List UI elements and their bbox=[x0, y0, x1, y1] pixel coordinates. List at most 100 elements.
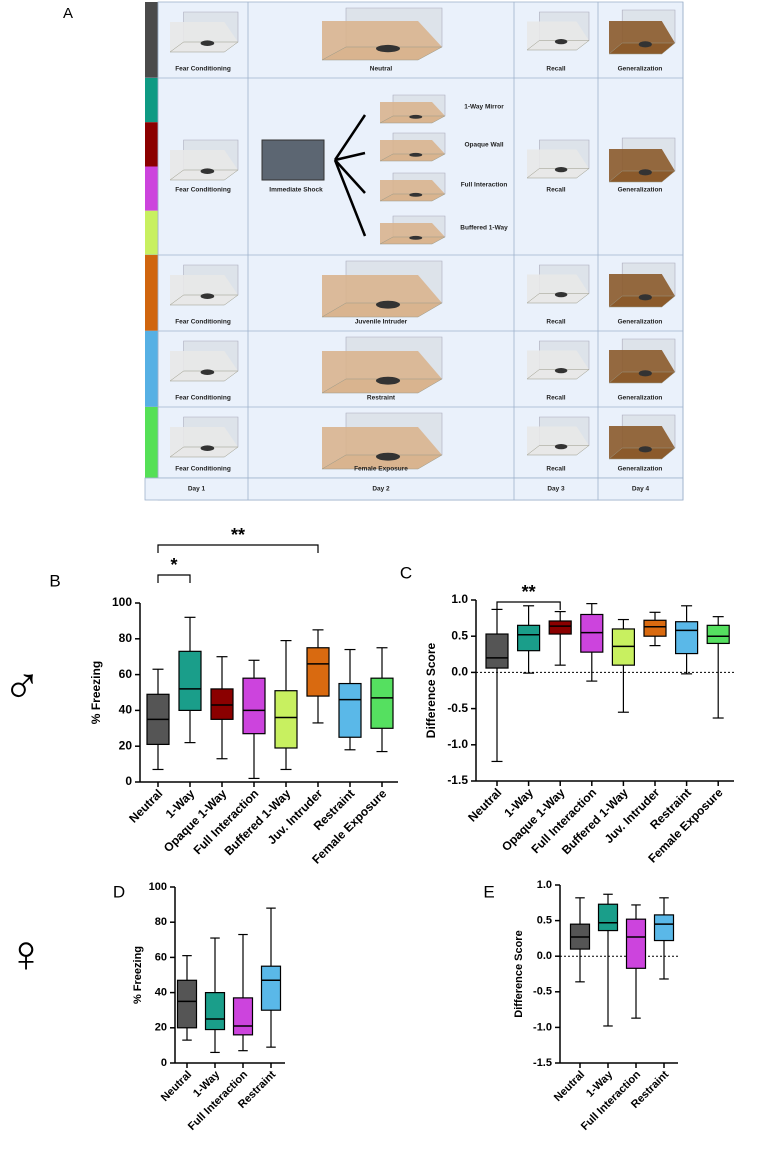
cell-label: Recall bbox=[546, 187, 565, 194]
significance-bracket bbox=[496, 601, 561, 610]
cell-label: Generalization bbox=[618, 187, 663, 194]
y-tick-label: 0.5 bbox=[537, 915, 552, 927]
day-label: Day 1 bbox=[188, 486, 206, 493]
box bbox=[597, 903, 619, 932]
cage-floor-front bbox=[608, 447, 676, 460]
mouse bbox=[554, 367, 568, 374]
cage-floor-front bbox=[169, 41, 239, 53]
mouse bbox=[200, 445, 215, 452]
cell-label: Generalization bbox=[618, 319, 663, 326]
condition-color bbox=[145, 407, 158, 478]
mouse bbox=[638, 446, 652, 453]
y-tick-label: 20 bbox=[155, 1022, 167, 1034]
day-footer bbox=[144, 477, 684, 501]
y-tick-label: 20 bbox=[119, 738, 133, 752]
arrow bbox=[333, 114, 367, 161]
cage-floor-front bbox=[526, 40, 590, 51]
cage-floor-front bbox=[526, 445, 590, 456]
y-tick-label: 100 bbox=[149, 881, 167, 893]
significance-label: ** bbox=[231, 525, 245, 545]
significance-label: * bbox=[170, 555, 177, 575]
y-tick-label: 40 bbox=[155, 987, 167, 999]
box bbox=[643, 619, 667, 637]
cell-label: Restraint bbox=[367, 395, 396, 402]
x-tick-label: Neutral bbox=[465, 785, 504, 824]
mouse bbox=[554, 38, 568, 45]
mouse bbox=[376, 376, 400, 385]
mouse bbox=[409, 152, 423, 157]
y-tick-label: 1.0 bbox=[537, 879, 552, 891]
y-tick-label: 40 bbox=[119, 703, 133, 717]
mouse bbox=[638, 169, 652, 176]
arrow bbox=[334, 151, 366, 162]
panel-label: A bbox=[63, 5, 73, 22]
mouse bbox=[200, 40, 215, 46]
significance-label: ** bbox=[522, 582, 536, 602]
box bbox=[178, 650, 202, 712]
mouse bbox=[409, 114, 423, 119]
cage-floor-front bbox=[169, 446, 239, 458]
box bbox=[260, 965, 282, 1011]
cell-label: Immediate Shock bbox=[269, 187, 323, 194]
mouse bbox=[409, 235, 423, 240]
box bbox=[232, 997, 254, 1036]
cell-label: Generalization bbox=[618, 66, 663, 73]
cell-label: Generalization bbox=[618, 395, 663, 402]
cage-floor-front bbox=[379, 193, 446, 202]
cage-floor-front bbox=[526, 369, 590, 380]
y-tick-label: 80 bbox=[119, 631, 133, 645]
y-tick-label: 80 bbox=[155, 916, 167, 928]
y-tick-label: 0.0 bbox=[537, 950, 552, 962]
cage-floor-front bbox=[608, 42, 676, 55]
mouse bbox=[554, 443, 568, 450]
cage-floor-front bbox=[321, 454, 443, 470]
cage-floor-front bbox=[169, 370, 239, 382]
mouse bbox=[376, 300, 400, 309]
x-tick-label: Neutral bbox=[126, 786, 165, 825]
panel-label: D bbox=[113, 882, 125, 901]
branch-label: Full Interaction bbox=[461, 182, 508, 189]
cage-floor-front bbox=[608, 371, 676, 384]
branch-label: 1-Way Mirror bbox=[464, 104, 504, 111]
box bbox=[306, 647, 330, 697]
y-tick-label: -1.0 bbox=[447, 737, 468, 751]
y-tick-label: 1.0 bbox=[451, 592, 468, 606]
condition-color bbox=[145, 331, 158, 407]
cage-floor-front bbox=[321, 378, 443, 394]
cell-label: Generalization bbox=[618, 466, 663, 473]
cage-floor-front bbox=[379, 115, 446, 124]
day-label: Day 3 bbox=[547, 486, 565, 493]
y-tick-label: -1.0 bbox=[533, 1021, 552, 1033]
box bbox=[674, 621, 699, 655]
shock-chamber bbox=[261, 139, 325, 181]
box bbox=[274, 690, 298, 749]
cell-label: Recall bbox=[546, 466, 565, 473]
x-tick-label: Neutral bbox=[552, 1069, 587, 1104]
cage-floor-front bbox=[169, 169, 239, 181]
y-axis-label: % Freezing bbox=[89, 661, 103, 724]
mouse bbox=[409, 192, 423, 197]
y-tick-label: -1.5 bbox=[533, 1057, 552, 1069]
cage-floor-front bbox=[169, 294, 239, 306]
cell-label: Fear Conditioning bbox=[175, 66, 231, 73]
condition-color bbox=[145, 255, 158, 331]
y-tick-label: -1.5 bbox=[447, 773, 468, 787]
condition-color bbox=[145, 122, 158, 167]
branch-label: Buffered 1-Way bbox=[460, 225, 508, 232]
cell-label: Fear Conditioning bbox=[175, 466, 231, 473]
mouse bbox=[376, 452, 400, 461]
box bbox=[516, 624, 541, 652]
significance-bracket bbox=[157, 544, 319, 553]
cage-floor-front bbox=[321, 46, 443, 61]
cell-label: Neutral bbox=[370, 66, 393, 73]
box bbox=[485, 633, 509, 669]
cage-floor-front bbox=[608, 295, 676, 308]
condition-color bbox=[145, 166, 158, 211]
box bbox=[653, 914, 675, 942]
y-tick-label: 0 bbox=[125, 774, 132, 788]
significance-bracket bbox=[157, 574, 191, 583]
mouse bbox=[554, 291, 568, 298]
panel-label: C bbox=[400, 563, 412, 582]
cell-label: Female Exposure bbox=[354, 466, 408, 473]
